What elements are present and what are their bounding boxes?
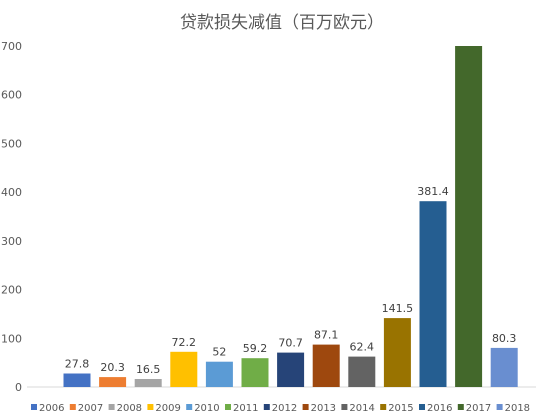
legend-swatch-2016	[419, 404, 425, 410]
data-label-2010: 52	[212, 346, 226, 359]
data-label-2012: 70.7	[278, 337, 303, 350]
legend-label-2016: 2016	[427, 403, 452, 414]
legend: 2006 2007 2008 2009 2010 2011 2012 2013 2014 2015…	[31, 403, 530, 414]
bar-2017	[455, 46, 483, 387]
legend-label-2010: 2010	[194, 403, 219, 414]
bar-2008	[134, 379, 162, 387]
legend-label-2018: 2018	[505, 403, 530, 414]
bar-2011	[241, 358, 269, 387]
legend-label-2013: 2013	[311, 403, 336, 414]
chart-title: 贷款损失减值（百万欧元）	[180, 13, 384, 33]
data-labels: 27.8 20.3 16.5 72.2 52 59.2 70.7 87.1 62.4 141.5 3…	[65, 185, 517, 376]
y-tick-label: 400	[1, 186, 22, 199]
data-label-2018: 80.3	[492, 332, 517, 345]
legend-label-2009: 2009	[155, 403, 180, 414]
legend-label-2015: 2015	[388, 403, 413, 414]
data-label-2016: 381.4	[417, 185, 449, 198]
y-tick-label: 100	[1, 332, 22, 345]
bar-2009	[170, 351, 198, 387]
legend-label-2014: 2014	[349, 403, 374, 414]
legend-label-2006: 2006	[39, 403, 64, 414]
bar-2015	[383, 318, 411, 387]
legend-label-2017: 2017	[466, 403, 491, 414]
y-axis: 0 100 200 300 400 500 600 700	[1, 40, 22, 394]
bar-2013	[312, 344, 340, 387]
y-tick-label: 600	[1, 89, 22, 102]
bar-2018	[490, 347, 518, 387]
data-label-2011: 59.2	[243, 342, 268, 355]
legend-swatch-2010	[186, 404, 193, 410]
y-tick-label: 0	[15, 381, 22, 394]
bar-2010	[205, 361, 233, 387]
bar-2014	[348, 356, 376, 387]
y-tick-label: 300	[1, 235, 22, 248]
bar-2006	[63, 373, 91, 387]
legend-swatch-2014	[341, 404, 348, 410]
legend-swatch-2007	[69, 404, 76, 410]
legend-swatch-2018	[496, 404, 503, 410]
legend-swatch-2017	[457, 404, 464, 410]
legend-label-2007: 2007	[78, 403, 103, 414]
legend-label-2008: 2008	[117, 403, 142, 414]
data-label-2006: 27.8	[65, 358, 90, 371]
data-label-2015: 141.5	[382, 302, 414, 315]
legend-label-2012: 2012	[272, 403, 297, 414]
y-tick-label: 500	[1, 137, 22, 150]
legend-swatch-2011	[225, 404, 231, 410]
data-label-2007: 20.3	[100, 361, 125, 374]
data-label-2013: 87.1	[314, 329, 339, 342]
data-label-2014: 62.4	[350, 341, 375, 354]
legend-swatch-2012	[263, 404, 270, 410]
bar-2016	[419, 201, 447, 387]
legend-label-2011: 2011	[233, 403, 258, 414]
legend-swatch-2015	[380, 404, 387, 410]
legend-swatch-2008	[108, 404, 115, 410]
bar-2007	[99, 377, 127, 387]
legend-swatch-2013	[302, 404, 309, 410]
bar-2012	[277, 352, 305, 387]
data-label-2009: 72.2	[172, 336, 197, 349]
data-label-2008: 16.5	[136, 363, 161, 376]
legend-swatch-2009	[147, 404, 154, 410]
y-tick-label: 200	[1, 284, 22, 297]
legend-swatch-2006	[31, 404, 37, 410]
bar-series	[63, 46, 518, 387]
y-tick-label: 700	[1, 40, 22, 53]
